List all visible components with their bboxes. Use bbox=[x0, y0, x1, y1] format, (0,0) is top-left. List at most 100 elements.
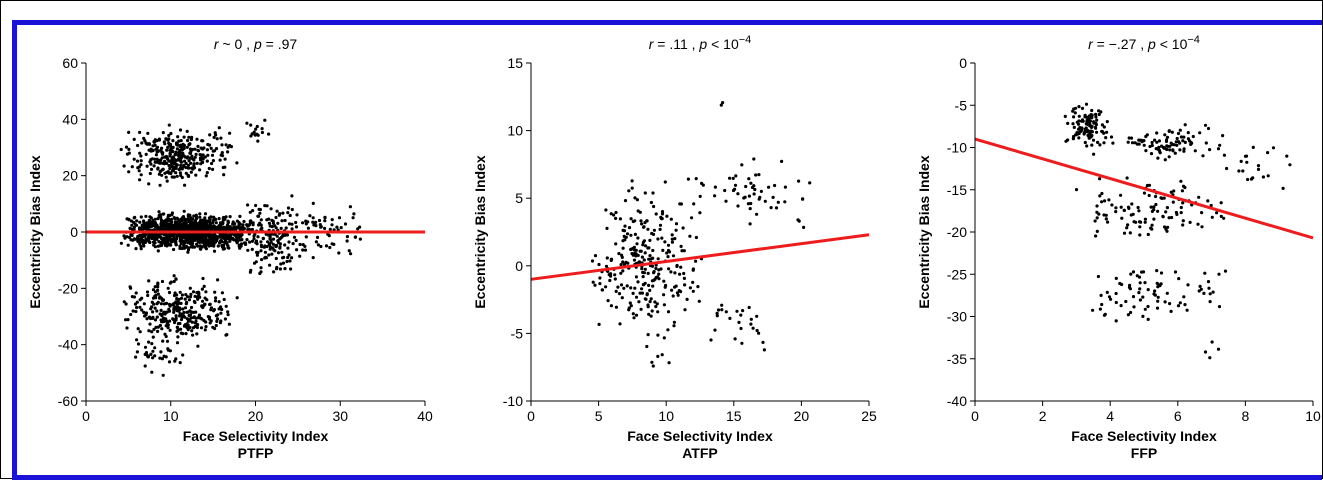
data-point bbox=[808, 181, 812, 185]
data-point bbox=[647, 283, 651, 287]
data-point bbox=[167, 224, 171, 228]
data-point bbox=[192, 222, 196, 226]
data-point bbox=[150, 221, 154, 225]
data-point bbox=[187, 143, 191, 147]
data-point bbox=[202, 146, 206, 150]
data-point bbox=[228, 215, 232, 219]
data-point bbox=[1074, 106, 1078, 110]
data-point bbox=[245, 121, 249, 125]
data-point bbox=[1182, 135, 1186, 139]
data-point bbox=[617, 252, 621, 256]
data-point bbox=[149, 316, 153, 321]
data-point bbox=[201, 276, 205, 281]
data-point bbox=[1099, 293, 1103, 297]
panel-1: -60 -40 -20 0 20 40 60 0 10 20 30 40 Face Selectivit… bbox=[27, 36, 433, 461]
data-point bbox=[651, 248, 655, 253]
data-point bbox=[212, 308, 216, 312]
data-point bbox=[195, 325, 199, 330]
data-point bbox=[1175, 143, 1179, 147]
data-point bbox=[166, 323, 170, 327]
data-point bbox=[255, 132, 259, 136]
data-point bbox=[190, 227, 194, 232]
data-point bbox=[185, 310, 189, 314]
data-point bbox=[199, 326, 204, 330]
data-point bbox=[1097, 112, 1101, 117]
data-point bbox=[237, 223, 241, 227]
data-point bbox=[675, 263, 679, 268]
data-point bbox=[1090, 108, 1094, 113]
y-tick-label: 0 bbox=[515, 258, 523, 274]
data-point bbox=[194, 234, 198, 238]
data-point bbox=[1198, 284, 1202, 288]
data-point bbox=[197, 293, 201, 297]
data-point bbox=[606, 299, 610, 303]
data-point bbox=[667, 361, 671, 365]
data-point bbox=[261, 237, 265, 241]
data-point bbox=[278, 212, 282, 216]
data-point bbox=[130, 295, 134, 299]
data-point bbox=[618, 322, 622, 326]
data-point bbox=[1122, 231, 1127, 235]
data-point bbox=[202, 220, 206, 224]
data-point bbox=[175, 235, 179, 239]
y-tick-label: -40 bbox=[58, 337, 78, 353]
data-point bbox=[155, 309, 159, 313]
data-point bbox=[268, 263, 272, 267]
data-point bbox=[1077, 105, 1081, 109]
data-point bbox=[173, 225, 177, 229]
data-point bbox=[126, 243, 130, 247]
data-point bbox=[1138, 220, 1142, 224]
data-point bbox=[146, 293, 150, 298]
data-point bbox=[753, 187, 757, 192]
data-point bbox=[659, 215, 663, 219]
data-point bbox=[644, 297, 648, 301]
data-point bbox=[608, 278, 612, 283]
data-point bbox=[165, 240, 169, 244]
fit-line bbox=[974, 137, 1314, 240]
data-point bbox=[281, 211, 285, 215]
data-point bbox=[184, 171, 188, 175]
data-point bbox=[139, 154, 143, 158]
data-point bbox=[207, 235, 211, 239]
data-point bbox=[122, 300, 126, 304]
data-point bbox=[214, 221, 218, 225]
data-point bbox=[248, 210, 252, 214]
data-point bbox=[189, 161, 193, 165]
data-point bbox=[694, 177, 698, 181]
data-point bbox=[144, 214, 148, 218]
data-point bbox=[614, 242, 618, 246]
data-point bbox=[1165, 135, 1170, 139]
data-point bbox=[154, 225, 158, 229]
data-point bbox=[597, 262, 601, 267]
fit-line bbox=[530, 233, 870, 281]
data-point bbox=[136, 143, 140, 148]
data-point bbox=[174, 306, 178, 310]
data-point bbox=[301, 248, 305, 252]
data-point bbox=[1127, 136, 1131, 140]
data-point bbox=[180, 293, 184, 297]
data-point bbox=[143, 352, 147, 356]
data-point bbox=[651, 191, 655, 195]
data-point bbox=[658, 227, 662, 231]
data-point bbox=[1084, 102, 1089, 106]
data-point bbox=[632, 248, 637, 252]
data-point bbox=[138, 220, 142, 224]
data-point bbox=[198, 215, 202, 219]
data-point bbox=[1119, 304, 1123, 308]
data-point bbox=[1142, 191, 1146, 195]
data-point bbox=[236, 239, 240, 243]
x-tick-label: 15 bbox=[726, 408, 742, 424]
data-point bbox=[323, 226, 327, 230]
data-point bbox=[254, 260, 258, 264]
data-point bbox=[688, 234, 692, 238]
x-tick-label: 10 bbox=[658, 408, 674, 424]
data-point bbox=[199, 162, 203, 166]
data-point bbox=[1146, 288, 1150, 292]
data-point bbox=[1217, 305, 1222, 309]
data-point bbox=[207, 241, 211, 245]
data-point bbox=[736, 204, 740, 208]
x-tick-label: 20 bbox=[248, 408, 264, 424]
data-point bbox=[682, 249, 686, 253]
data-point bbox=[186, 323, 190, 327]
data-point bbox=[232, 225, 236, 230]
